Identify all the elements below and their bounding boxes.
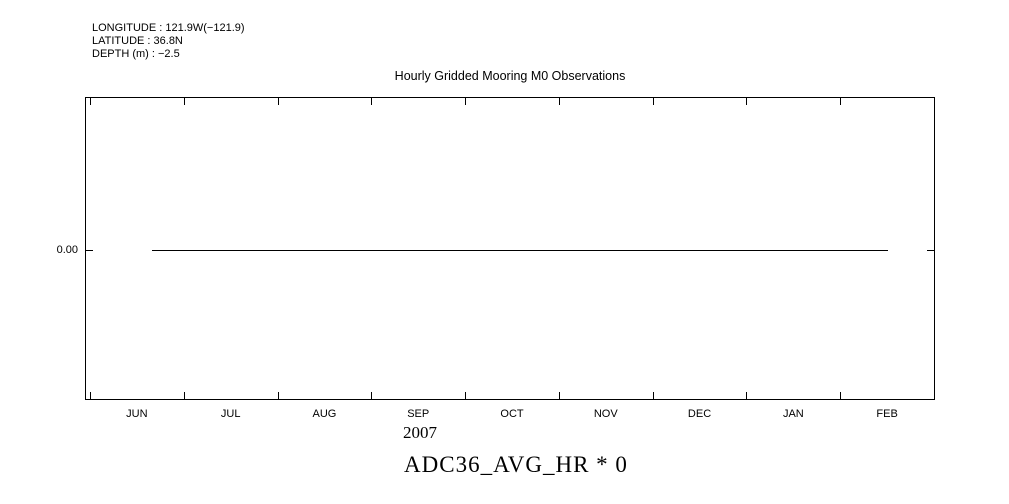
x-axis-year-label: 2007 [403, 423, 437, 442]
x-axis-tick-mark [840, 392, 842, 399]
x-axis-tick-label-dec: DEC [687, 408, 712, 420]
x-axis-tick-mark [558, 98, 560, 105]
x-axis-tick-mark [371, 392, 373, 399]
x-axis-tick-label-jun: JUN [126, 408, 148, 420]
x-axis-tick-mark [90, 98, 91, 105]
station-metadata: LONGITUDE : 121.9W(−121.9) LATITUDE : 36… [92, 22, 245, 61]
data-series-line [152, 250, 888, 251]
latitude-label: LATITUDE : 36.8N [92, 35, 183, 47]
chart-title: Hourly Gridded Mooring M0 Observations [394, 69, 626, 83]
x-axis-tick-mark [652, 98, 654, 105]
depth-label: DEPTH (m) : −2.5 [92, 48, 180, 60]
x-axis-tick-mark [465, 98, 467, 105]
y-axis-tick-label: 0.00 [56, 244, 78, 256]
x-axis-tick-mark [746, 98, 748, 105]
x-axis-tick-label-feb: FEB [876, 408, 898, 420]
plot-area [85, 97, 935, 400]
x-axis-tick-label-sep: SEP [407, 408, 430, 420]
x-axis-tick-mark [277, 392, 279, 399]
x-axis-tick-mark [934, 392, 935, 399]
y-axis-tick-mark-left [86, 250, 93, 251]
x-axis-tick-label-jul: JUL [220, 408, 241, 420]
x-axis-tick-mark [277, 98, 279, 105]
x-axis-tick-mark [183, 98, 185, 105]
longitude-label: LONGITUDE : 121.9W(−121.9) [92, 22, 245, 34]
x-axis-tick-mark [652, 392, 654, 399]
y-axis-tick-mark-right [927, 250, 934, 251]
x-axis-tick-label-nov: NOV [593, 408, 618, 420]
x-axis-tick-mark [840, 98, 842, 105]
x-axis-tick-mark [746, 392, 748, 399]
x-axis-tick-mark [90, 392, 91, 399]
x-axis-tick-mark [934, 98, 935, 105]
x-axis-tick-label-aug: AUG [312, 408, 337, 420]
series-expression-caption: ADC36_AVG_HR * 0 [404, 452, 628, 477]
x-axis-tick-label-oct: OCT [500, 408, 524, 420]
x-axis-tick-mark [183, 392, 185, 399]
x-axis-tick-label-jan: JAN [782, 408, 804, 420]
x-axis-tick-mark [371, 98, 373, 105]
x-axis-tick-mark [558, 392, 560, 399]
x-axis-tick-mark [465, 392, 467, 399]
